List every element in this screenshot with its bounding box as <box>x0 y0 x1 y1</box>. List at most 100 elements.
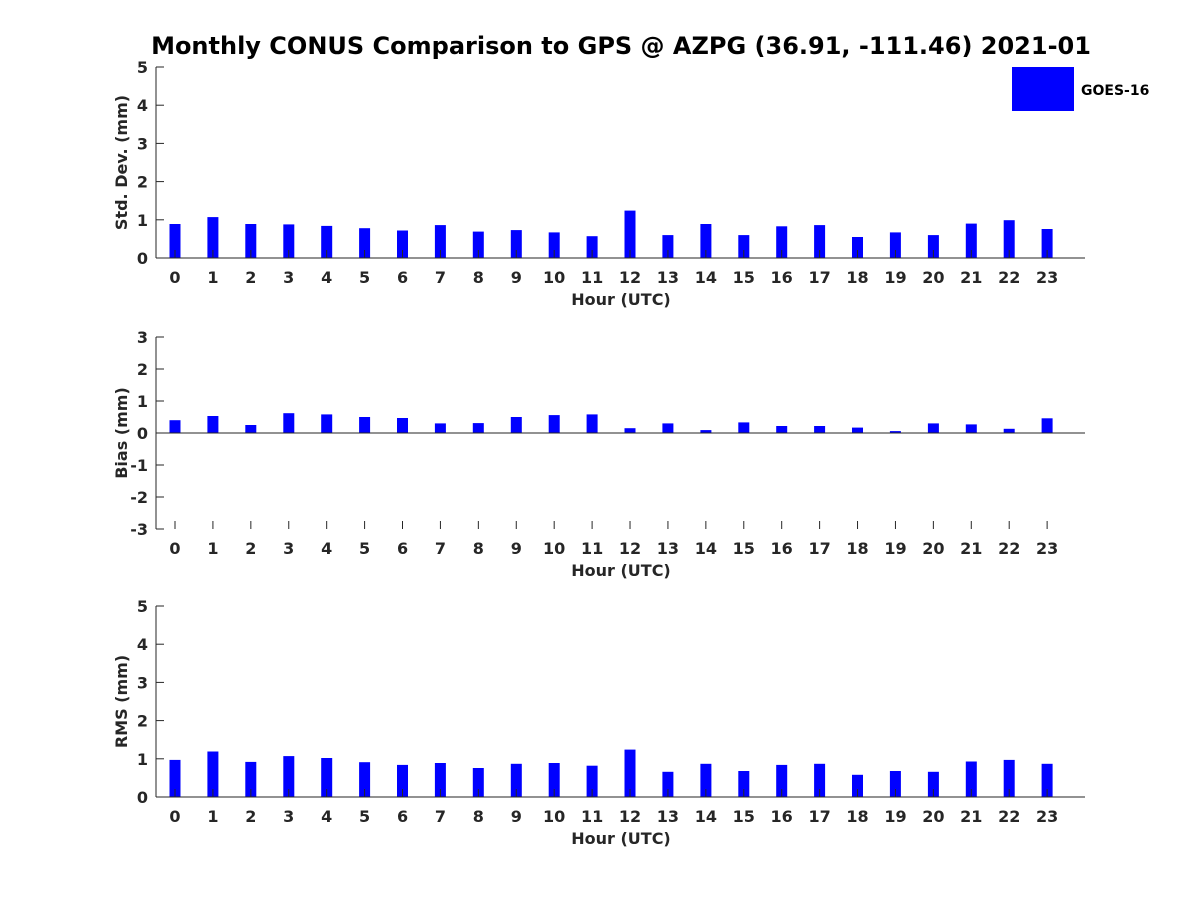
bias-bar-8 <box>472 423 484 433</box>
bias-bar-2 <box>245 425 257 433</box>
std-dev-bar-21 <box>965 223 977 258</box>
std-dev-bar-5 <box>359 228 371 258</box>
bias-x-tick-label: 9 <box>511 539 522 558</box>
std-dev-x-tick-label: 16 <box>771 268 793 287</box>
rms-x-tick-label: 22 <box>998 807 1020 826</box>
bias-bar-16 <box>776 426 788 433</box>
bias-y-tick-label: 1 <box>137 392 148 411</box>
std-dev-x-tick-label: 9 <box>511 268 522 287</box>
bias-x-tick-label: 10 <box>543 539 565 558</box>
bias-x-tick-label: 17 <box>808 539 830 558</box>
std-dev-x-tick-label: 3 <box>283 268 294 287</box>
bias-bar-23 <box>1041 418 1053 433</box>
bias-bar-9 <box>510 417 522 433</box>
rms-bar-4 <box>321 758 333 797</box>
bias-x-tick-label: 12 <box>619 539 641 558</box>
std-dev-x-tick-label: 11 <box>581 268 603 287</box>
bias-x-tick-label: 13 <box>657 539 679 558</box>
rms-x-tick-label: 23 <box>1036 807 1058 826</box>
rms-bar-12 <box>624 749 636 797</box>
std-dev-y-tick-label: 1 <box>137 211 148 230</box>
bias-x-tick-label: 19 <box>884 539 906 558</box>
rms-bar-15 <box>738 771 750 797</box>
bias-bar-18 <box>852 427 863 433</box>
rms-x-tick-label: 12 <box>619 807 641 826</box>
std-dev-bar-7 <box>434 225 446 258</box>
rms-bar-0 <box>169 759 181 797</box>
bias-bar-12 <box>624 428 636 433</box>
rms-y-tick-label: 4 <box>137 635 148 654</box>
std-dev-x-tick-label: 4 <box>321 268 332 287</box>
std-dev-bar-8 <box>472 231 484 258</box>
std-dev-y-tick-label: 4 <box>137 96 148 115</box>
bias-y-tick-label: 3 <box>137 328 148 347</box>
bias-y-tick-label: 0 <box>137 424 148 443</box>
bias-x-tick-label: 2 <box>245 539 256 558</box>
rms-bar-9 <box>510 763 522 797</box>
std-dev-y-tick-label: 2 <box>137 173 148 192</box>
rms-bar-18 <box>852 774 863 797</box>
std-dev-bar-0 <box>169 224 181 258</box>
std-dev-x-tick-label: 23 <box>1036 268 1058 287</box>
std-dev-bar-6 <box>397 230 408 258</box>
rms-bar-16 <box>776 764 788 797</box>
bias-bar-17 <box>814 426 826 433</box>
rms-x-tick-label: 9 <box>511 807 522 826</box>
std-dev-bar-11 <box>586 236 598 258</box>
rms-y-tick-label: 2 <box>137 712 148 731</box>
rms-x-tick-label: 6 <box>397 807 408 826</box>
legend: GOES-16 <box>1012 67 1149 111</box>
bias-x-tick-label: 22 <box>998 539 1020 558</box>
std-dev-bar-22 <box>1003 220 1015 258</box>
rms-x-tick-label: 11 <box>581 807 603 826</box>
bias-x-tick-label: 3 <box>283 539 294 558</box>
std-dev-x-tick-label: 2 <box>245 268 256 287</box>
rms-x-tick-label: 3 <box>283 807 294 826</box>
std-dev-bar-16 <box>776 226 788 258</box>
rms-bar-8 <box>472 768 484 797</box>
rms-y-tick-label: 3 <box>137 673 148 692</box>
std-dev-x-tick-label: 5 <box>359 268 370 287</box>
rms-x-tick-label: 0 <box>169 807 180 826</box>
bias-bar-20 <box>927 423 939 433</box>
rms-y-tick-label: 5 <box>137 597 148 616</box>
std-dev-x-tick-label: 6 <box>397 268 408 287</box>
rms-bar-22 <box>1003 759 1015 797</box>
bias-x-axis-title: Hour (UTC) <box>571 561 671 580</box>
rms-bar-3 <box>283 756 295 797</box>
std-dev-y-tick-label: 0 <box>137 249 148 268</box>
rms-x-tick-label: 10 <box>543 807 565 826</box>
rms-x-tick-label: 17 <box>808 807 830 826</box>
std-dev-x-tick-label: 18 <box>846 268 868 287</box>
rms-x-tick-label: 2 <box>245 807 256 826</box>
rms-bar-1 <box>207 751 219 797</box>
std-dev-x-tick-label: 8 <box>473 268 484 287</box>
std-dev-x-tick-label: 13 <box>657 268 679 287</box>
std-dev-x-tick-label: 0 <box>169 268 180 287</box>
bias-x-tick-label: 21 <box>960 539 982 558</box>
bias-x-tick-label: 18 <box>846 539 868 558</box>
chart-title: Monthly CONUS Comparison to GPS @ AZPG (… <box>151 32 1091 60</box>
std-dev-bar-23 <box>1041 229 1053 258</box>
std-dev-bar-1 <box>207 217 219 258</box>
bias-x-tick-label: 14 <box>695 539 717 558</box>
bias-x-tick-label: 4 <box>321 539 332 558</box>
bias-bar-4 <box>321 414 333 433</box>
rms-bar-21 <box>965 761 977 797</box>
bias-bar-3 <box>283 413 295 433</box>
std-dev-x-tick-label: 14 <box>695 268 717 287</box>
bias-x-tick-label: 7 <box>435 539 446 558</box>
std-dev-bar-19 <box>889 232 901 258</box>
rms-x-tick-label: 13 <box>657 807 679 826</box>
bias-x-tick-label: 1 <box>207 539 218 558</box>
bias-x-tick-label: 15 <box>733 539 755 558</box>
rms-x-tick-label: 7 <box>435 807 446 826</box>
rms-x-tick-label: 15 <box>733 807 755 826</box>
std-dev-bar-14 <box>700 224 712 258</box>
rms-bar-11 <box>586 765 598 797</box>
std-dev-bar-12 <box>624 210 636 258</box>
std-dev-bar-18 <box>852 237 863 258</box>
